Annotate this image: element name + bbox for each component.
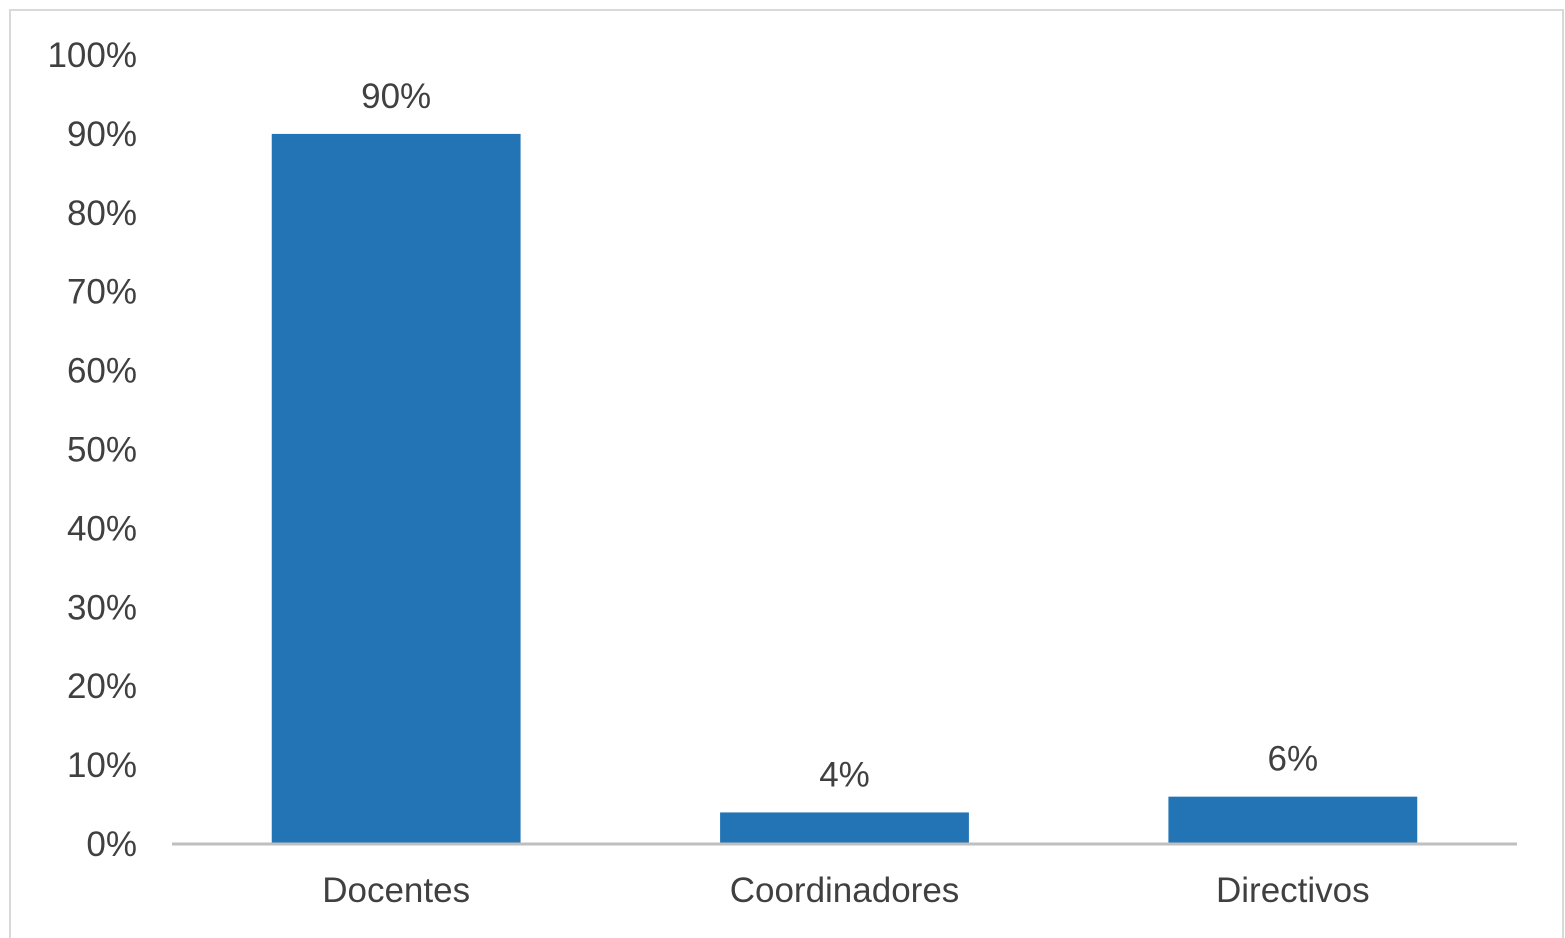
y-tick-label: 0% [86,825,137,864]
bar-docentes [271,133,521,844]
x-category-label: Coordinadores [730,871,960,910]
y-tick-label: 10% [67,746,137,785]
data-label: 4% [819,755,870,794]
data-label: 90% [361,77,431,116]
y-tick-label: 20% [67,667,137,706]
y-tick-label: 40% [67,509,137,548]
y-tick-label: 80% [67,194,137,233]
y-tick-label: 30% [67,588,137,627]
y-tick-label: 50% [67,431,137,470]
x-category-label: Directivos [1216,871,1370,910]
y-tick-label: 100% [47,36,137,75]
y-tick-label: 60% [67,352,137,391]
bar-directivos [1168,796,1418,844]
y-tick-label: 70% [67,273,137,312]
x-category-label: Docentes [322,871,470,910]
data-label: 6% [1268,740,1319,779]
data-labels: 90% 4% 6% [361,77,1318,795]
bar-coordinadores [720,812,969,844]
y-tick-label: 90% [67,115,137,154]
y-axis-ticks: 0% 10% 20% 30% 40% 50% 60% 70% 80% 90% 100% [47,36,137,864]
category-labels: Docentes Coordinadores Directivos [322,871,1369,910]
chart-frame [9,9,1564,938]
bars [271,133,1418,844]
